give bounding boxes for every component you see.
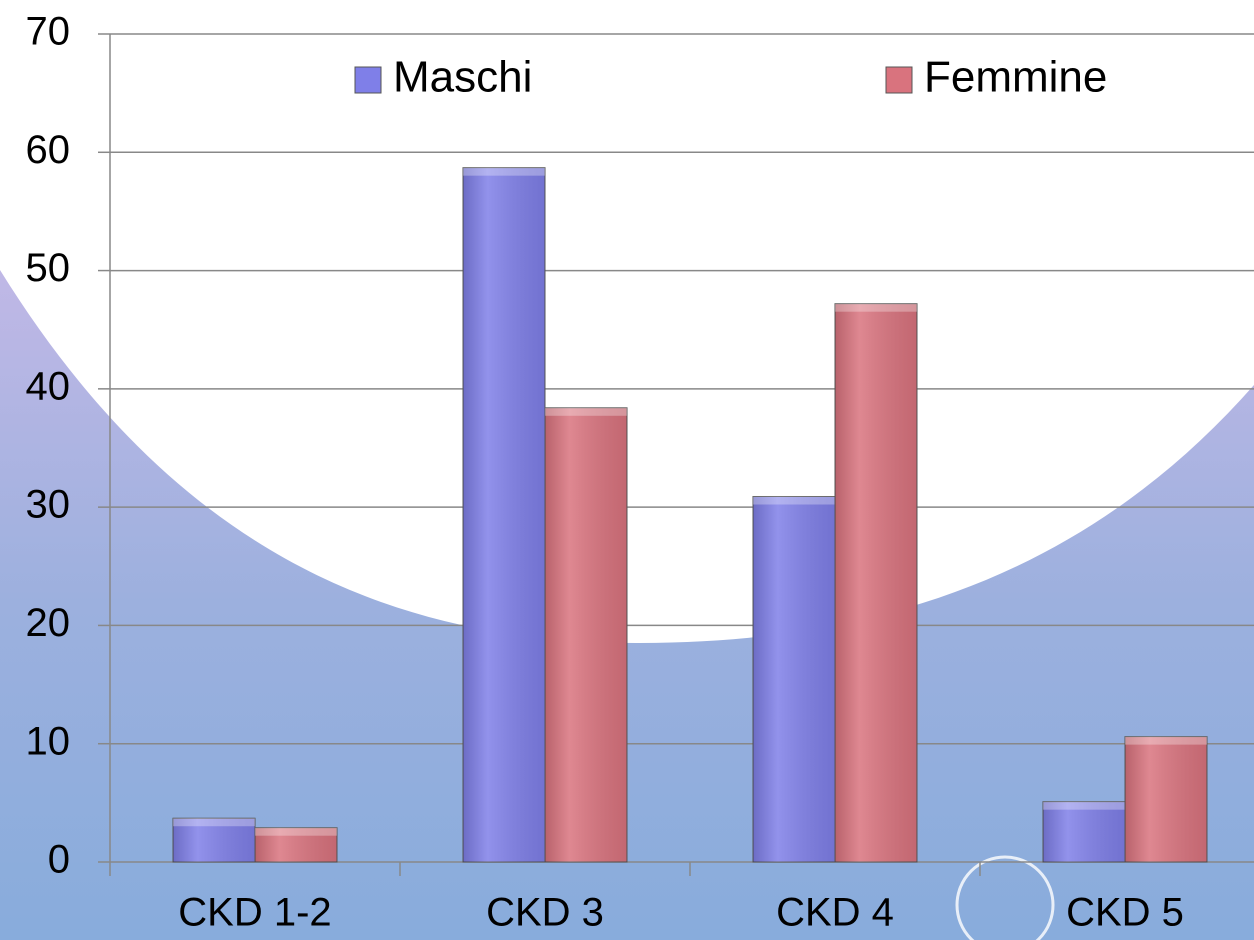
y-tick-label: 20: [26, 601, 71, 645]
x-tick-label: CKD 3: [486, 891, 604, 935]
bar-sheen: [1125, 736, 1207, 862]
bar-cap: [1043, 801, 1125, 810]
legend-swatch: [885, 66, 913, 94]
bar-sheen: [835, 303, 917, 863]
y-tick-label: 0: [48, 838, 70, 882]
bar-cap: [753, 496, 835, 505]
y-tick-label: 30: [26, 483, 71, 527]
legend-swatch: [354, 66, 382, 94]
y-tick-label: 50: [26, 246, 71, 290]
bar-sheen: [1043, 801, 1125, 862]
bar-cap: [1125, 736, 1207, 745]
bar-cap: [835, 303, 917, 312]
bar-cap: [463, 167, 545, 176]
bubble: [955, 855, 1055, 940]
bar-cap: [545, 407, 627, 416]
x-tick-label: CKD 4: [776, 891, 894, 935]
legend-label: Femmine: [924, 53, 1107, 102]
bar-sheen: [463, 167, 545, 863]
background: [0, 270, 1254, 940]
y-tick-label: 40: [26, 364, 71, 408]
bar-sheen: [173, 818, 255, 862]
bar-sheen: [255, 827, 337, 862]
x-tick-label: CKD 5: [1066, 891, 1184, 935]
bar-sheen: [753, 496, 835, 862]
bar-sheen: [545, 407, 627, 862]
y-tick-label: 10: [26, 719, 71, 763]
y-tick-label: 70: [26, 10, 71, 54]
bar-cap: [173, 818, 255, 827]
x-tick-label: CKD 1-2: [178, 891, 331, 935]
y-tick-label: 60: [26, 128, 71, 172]
plot: 0 10 20 30 40 50 60 70 CKD 1-2 CKD 3 CKD 4 CKD 5 Mas…: [26, 10, 1254, 935]
bar-cap: [255, 827, 337, 836]
legend-label: Maschi: [393, 53, 532, 102]
